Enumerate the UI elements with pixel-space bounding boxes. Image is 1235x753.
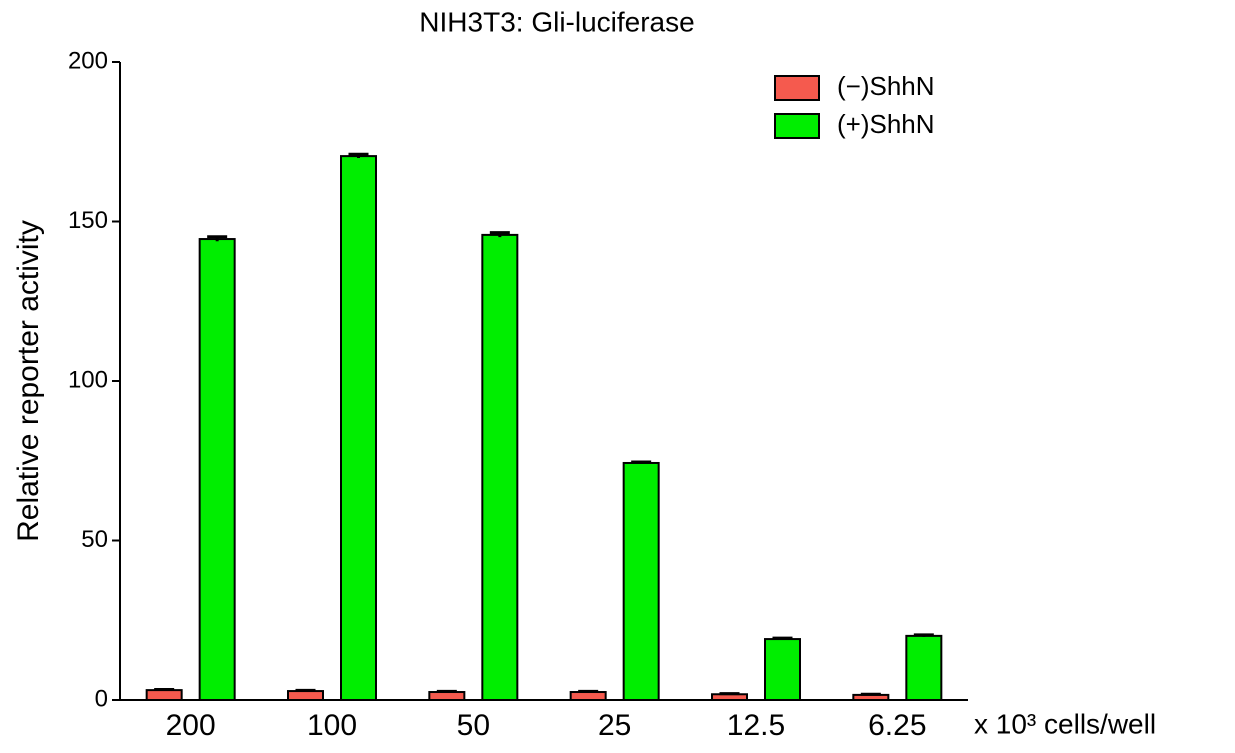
error-bar [436,689,457,693]
error-bar [348,152,369,159]
bar [481,233,519,701]
error-bar [154,687,175,691]
error-bar [772,636,793,641]
x-axis-label: x 10³ cells/well [974,708,1156,739]
y-tick-label: 200 [68,47,108,74]
error-bar [860,692,881,696]
y-tick-label: 0 [95,685,108,712]
x-tick-label: 25 [598,709,631,742]
bar [287,690,324,701]
bar [145,689,183,702]
x-tick-label: 12.5 [727,709,785,742]
chart-title: NIH3T3: Gli-luciferase [419,6,694,37]
bar [428,691,466,702]
error-bar [295,688,316,692]
bar [764,638,801,701]
error-bar [913,633,934,637]
y-tick-label: 100 [68,366,108,393]
y-tick-label: 150 [68,207,108,234]
bar [569,691,607,702]
error-bar [719,692,740,696]
bar [340,155,377,702]
legend-label: (−)ShhN [837,71,935,101]
error-bar [631,460,652,464]
legend-label: (+)ShhN [837,109,935,139]
x-tick-label: 6.25 [868,709,926,742]
legend-swatch [774,75,820,101]
x-tick-label: 50 [457,709,490,742]
error-bar [207,235,228,242]
error-bar [489,231,510,238]
y-tick-label: 50 [81,526,108,553]
bar [905,634,943,701]
y-axis-label: Relative reporter activity [12,220,45,542]
x-tick-label: 200 [166,709,216,742]
error-bar [578,689,599,693]
legend-swatch [774,113,820,139]
bar [622,461,660,701]
bar [198,238,236,701]
x-tick-label: 100 [307,709,357,742]
